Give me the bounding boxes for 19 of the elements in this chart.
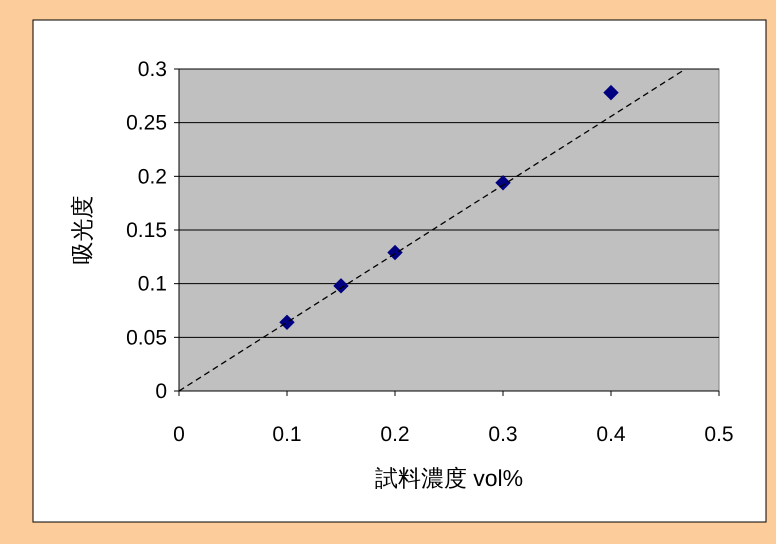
y-tick-label: 0.1 [138, 272, 167, 296]
x-axis-title: 試料濃度 vol% [374, 465, 524, 491]
y-tick-label: 0.15 [126, 219, 167, 242]
y-tick-label: 0.25 [126, 112, 167, 135]
y-tick-label: 0.2 [138, 165, 167, 188]
y-tick-label: 0 [155, 380, 167, 403]
point [388, 245, 402, 260]
y-tick-label: 0.3 [138, 58, 167, 81]
point [280, 314, 294, 330]
x-tick-label: 0.3 [488, 423, 518, 446]
point [604, 85, 618, 100]
x-tick-label: 0.4 [596, 423, 626, 446]
y-tick-label: 0.05 [126, 326, 167, 350]
x-tick-label: 0.1 [272, 423, 302, 446]
x-tick-label: 0.2 [380, 423, 410, 446]
x-tick-label: 0.5 [704, 423, 734, 446]
x-tick-label: 0 [173, 423, 185, 446]
y-axis-title: 吸光度 [69, 196, 95, 264]
point [334, 278, 348, 294]
